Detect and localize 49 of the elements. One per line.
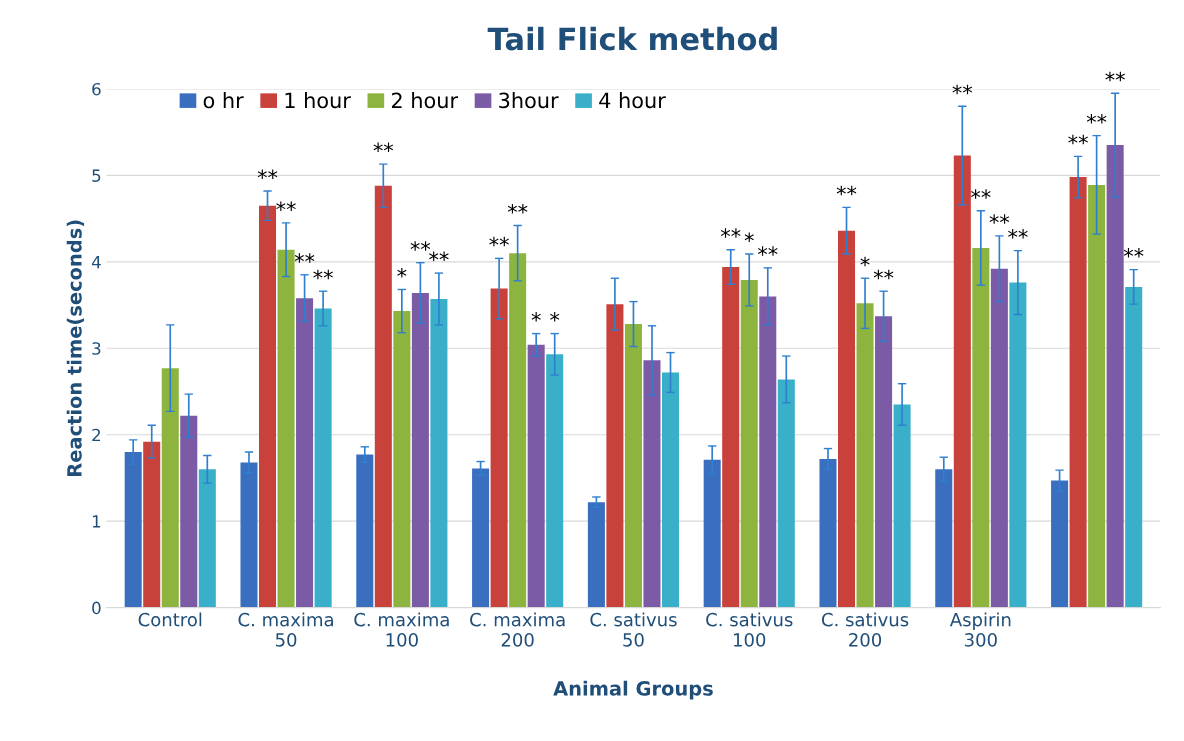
data-label: ** xyxy=(971,189,991,199)
x-tick-label: C. maxima 100 xyxy=(354,612,449,647)
data-label: ** xyxy=(507,203,528,214)
data-label: ** xyxy=(1123,248,1144,258)
data-label: * xyxy=(860,256,870,267)
data-label: * xyxy=(550,312,560,322)
x-tick-label: C. sativus 100 xyxy=(706,612,793,647)
data-label: ** xyxy=(757,246,778,256)
legend-label: 1 hour xyxy=(285,92,351,109)
x-tick-label: C. sativus 50 xyxy=(590,612,677,647)
x-axis-title: Animal Groups xyxy=(553,680,713,700)
y-tick-label: 5 xyxy=(92,169,101,182)
y-tick-label: 3 xyxy=(92,342,101,355)
legend-label: 2 hour xyxy=(391,92,459,109)
data-label: ** xyxy=(1086,114,1107,124)
data-label: * xyxy=(531,312,541,322)
x-tick-label: C. sativus 200 xyxy=(821,612,909,647)
data-label: ** xyxy=(429,251,449,262)
y-tick-label: 0 xyxy=(92,601,101,615)
data-label: ** xyxy=(1008,229,1028,239)
x-tick-label: Aspirin 300 xyxy=(949,612,1011,647)
legend-label: o hr xyxy=(203,92,244,109)
y-tick-label: 1 xyxy=(92,515,101,528)
data-label: ** xyxy=(720,228,741,238)
data-label: ** xyxy=(313,269,333,280)
data-label: ** xyxy=(373,142,394,153)
data-label: ** xyxy=(294,253,315,263)
data-label: * xyxy=(744,232,754,243)
data-label: ** xyxy=(1105,71,1125,82)
data-label: ** xyxy=(489,236,509,247)
y-axis-title: Reaction time(seconds) xyxy=(66,220,85,476)
x-tick-label: Control xyxy=(138,612,202,627)
x-tick-label: C. maxima 50 xyxy=(238,612,333,647)
data-label: ** xyxy=(952,84,973,95)
data-label: ** xyxy=(410,241,431,251)
data-label: ** xyxy=(836,185,857,196)
y-tick-label: 2 xyxy=(92,428,101,442)
data-label: * xyxy=(397,267,407,278)
legend-label: 3hour xyxy=(499,92,559,109)
data-label: ** xyxy=(257,169,278,179)
data-label: ** xyxy=(276,201,296,211)
y-tick-label: 4 xyxy=(91,256,101,269)
chart-title: Tail Flick method xyxy=(487,26,777,51)
y-tick-label: 6 xyxy=(92,82,101,96)
x-tick-label: C. maxima 200 xyxy=(470,612,565,647)
legend-label: 4 hour xyxy=(599,92,666,109)
data-label: ** xyxy=(989,214,1010,224)
data-label: ** xyxy=(1068,134,1088,145)
data-label: ** xyxy=(873,269,894,280)
